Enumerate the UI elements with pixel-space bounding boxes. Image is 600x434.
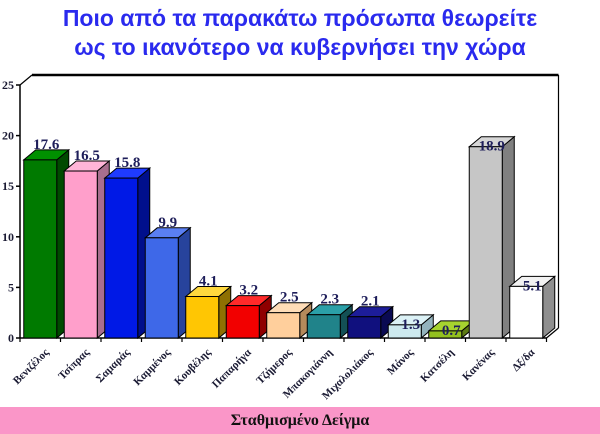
y-tick-label: 10: [2, 230, 14, 244]
bar-side-Δξ/δα: [542, 275, 556, 340]
bar-Τσίπρας: [63, 170, 98, 339]
x-category-label: Σαμαράς: [94, 346, 133, 385]
bar-value-label: 2.3: [320, 292, 339, 308]
title-line-1: Ποιο από τα παρακάτω πρόσωπα θεωρείτε: [62, 5, 538, 31]
bar-value-label: 3.2: [239, 283, 258, 299]
x-category-label: Καμμένος: [131, 346, 173, 388]
bar-Καμμένος: [144, 237, 179, 339]
x-category-label: Δξ/δα: [510, 346, 538, 374]
bar-value-label: 1.3: [401, 317, 420, 333]
bar-Μπακογιάννη: [306, 314, 341, 339]
y-tick-label: 15: [2, 179, 14, 193]
bar-value-label: 2.1: [361, 294, 380, 310]
x-category-label: Παπαρήγα: [210, 346, 255, 391]
y-tick-label: 25: [2, 78, 14, 92]
x-category-label: Βενιζέλος: [11, 346, 52, 387]
plot-bottom-right-diagonal: [546, 327, 559, 339]
bar-chart: 0 5 10 15 20 25 17.6 Βενιζέλος 16.5 Τσίπρας 15.8 Σα…: [2, 73, 560, 402]
bar-Μάνος: [387, 324, 422, 339]
bar-Τζήμερος: [266, 312, 301, 339]
title-line-2: ως το ικανότερο να κυβερνήσει την χώρα: [74, 34, 526, 60]
footer-label: Σταθμισμένο Δείγμα: [230, 411, 370, 429]
page-title: Ποιο από τα παρακάτω πρόσωπα θεωρείτε ως…: [0, 4, 600, 62]
x-category-label: Μάνος: [385, 346, 416, 377]
bar-Παπαρήγα: [225, 305, 260, 339]
bar-value-label: 9.9: [158, 215, 177, 231]
bar-value-label: 4.1: [199, 274, 218, 290]
bar-Σαμαράς: [104, 177, 139, 339]
bar-value-label: 2.5: [280, 290, 299, 306]
bar-Κατσέλη: [428, 330, 463, 339]
bar-Κουβέλης: [185, 296, 220, 339]
bar-Μιχαλολιάκος: [347, 316, 382, 339]
bar-Κανένας: [468, 146, 503, 339]
x-category-label: Τσίπρας: [56, 346, 92, 382]
bar-value-label: 0.7: [442, 323, 461, 339]
bar-Δξ/δα: [509, 285, 544, 339]
y-tick-label: 0: [8, 331, 14, 345]
x-category-label: Κανένας: [460, 346, 497, 383]
bar-value-label: 17.6: [33, 137, 60, 153]
bar-value-label: 16.5: [74, 148, 100, 164]
x-category-label: Κατσέλη: [418, 347, 456, 385]
plot-top-left-diagonal: [19, 74, 33, 86]
x-category-label: Τζήμερος: [254, 346, 294, 386]
bar-value-label: 5.1: [523, 278, 542, 294]
footer-banner: Σταθμισμένο Δείγμα: [0, 407, 600, 434]
bar-value-label: 15.8: [114, 155, 140, 171]
bar-Βενιζέλος: [23, 159, 58, 339]
y-tick-label: 20: [2, 129, 14, 143]
bar-value-label: 18.9: [479, 139, 505, 155]
x-category-label: Κουβέλης: [172, 346, 214, 388]
y-tick-label: 5: [8, 280, 14, 294]
